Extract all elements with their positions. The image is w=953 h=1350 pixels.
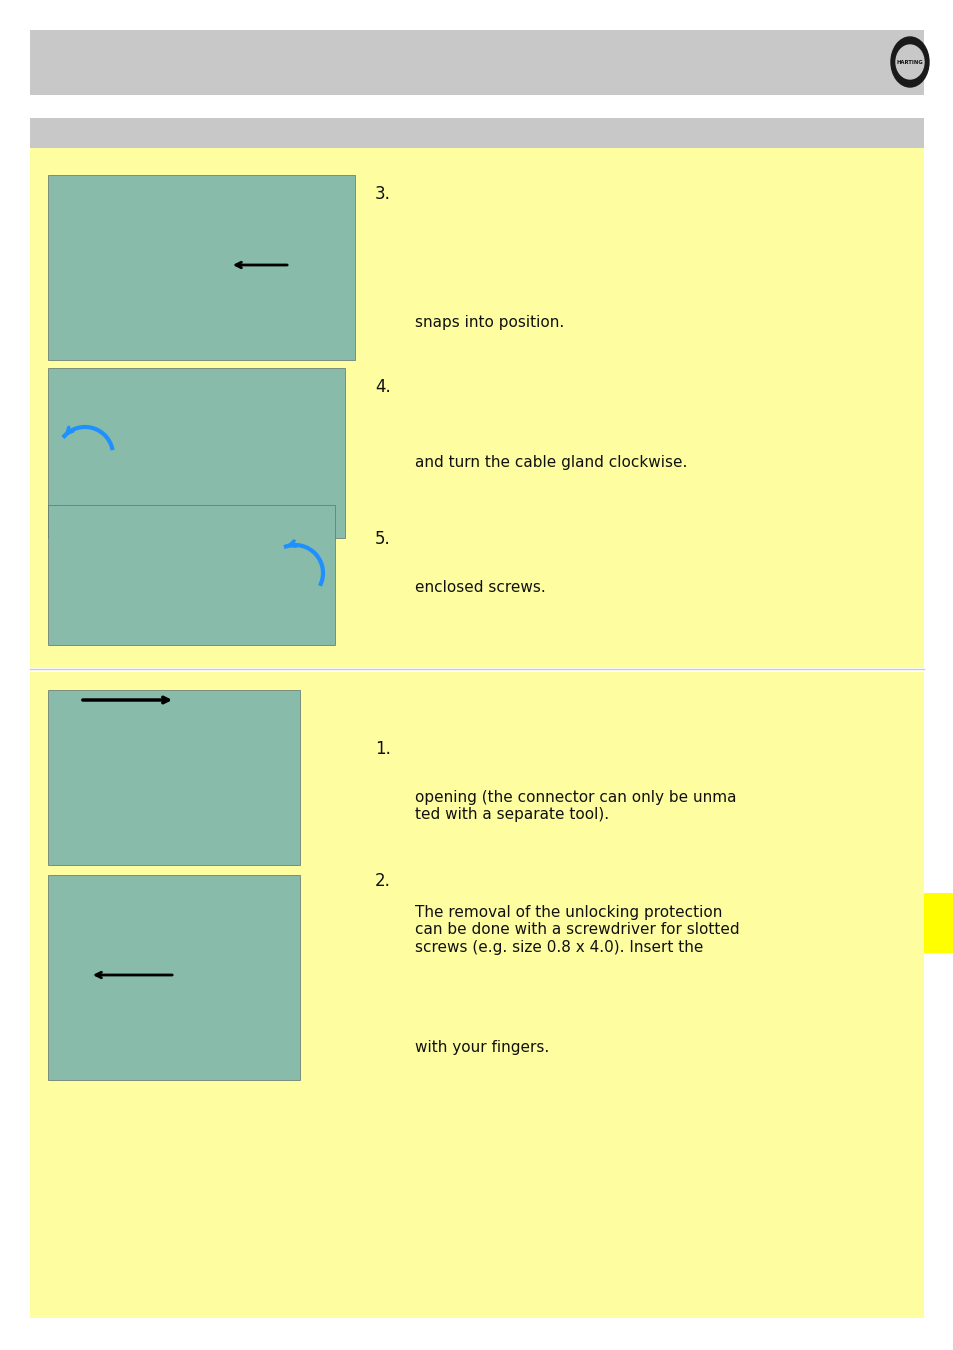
Text: 3.: 3. — [375, 185, 391, 202]
Text: 2.: 2. — [375, 872, 391, 890]
Bar — [48, 369, 345, 539]
Text: The removal of the unlocking protection
can be done with a screwdriver for slott: The removal of the unlocking protection … — [415, 904, 739, 954]
Bar — [30, 672, 923, 1318]
Ellipse shape — [895, 45, 923, 80]
Text: opening (the connector can only be unma
ted with a separate tool).: opening (the connector can only be unma … — [415, 790, 736, 822]
Text: and turn the cable gland clockwise.: and turn the cable gland clockwise. — [415, 455, 687, 470]
Bar — [48, 176, 355, 360]
Text: 4.: 4. — [375, 378, 391, 396]
Ellipse shape — [890, 36, 928, 86]
Bar — [923, 892, 953, 953]
Bar — [30, 30, 923, 95]
Bar — [30, 117, 923, 148]
Bar — [48, 505, 335, 645]
Text: 1.: 1. — [375, 740, 391, 757]
Text: 5.: 5. — [375, 531, 391, 548]
Text: enclosed screws.: enclosed screws. — [415, 580, 545, 595]
Bar — [48, 875, 299, 1080]
Text: HARTING: HARTING — [896, 59, 923, 65]
Bar — [30, 148, 923, 668]
Bar — [48, 690, 299, 865]
Text: snaps into position.: snaps into position. — [415, 315, 563, 329]
Text: with your fingers.: with your fingers. — [415, 1040, 549, 1054]
